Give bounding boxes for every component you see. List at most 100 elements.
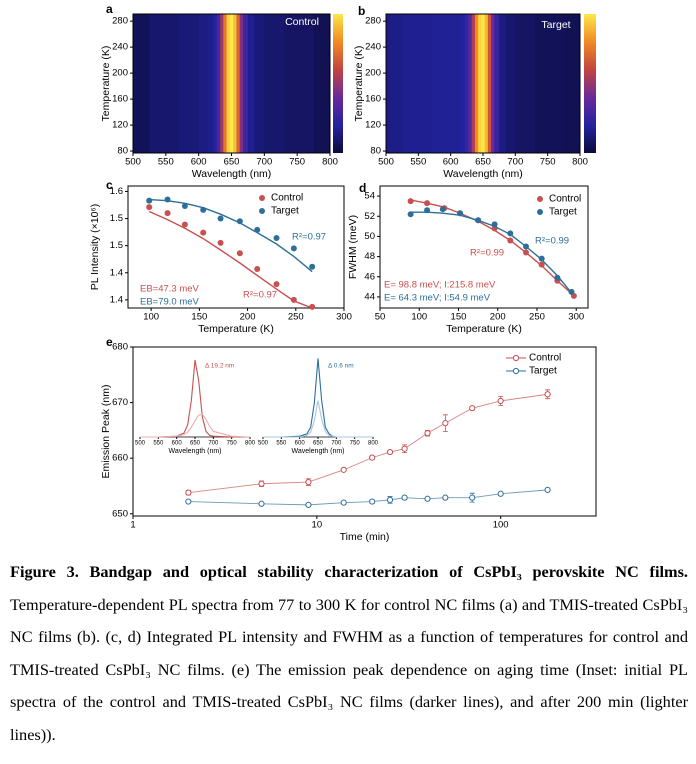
x-tick-label: 600: [172, 441, 183, 447]
data-point: [469, 494, 476, 501]
y-tick-label: 80: [117, 146, 128, 157]
data-point: [386, 448, 394, 456]
spectrum-line: [263, 400, 373, 438]
x-axis-label: Temperature (K): [198, 323, 274, 335]
panel-label: b: [358, 4, 365, 18]
x-tick-label: 650: [313, 441, 324, 447]
y-tick-label: 280: [112, 16, 128, 27]
heatmap-cell: [478, 14, 482, 153]
heatmap-cell: [450, 14, 461, 153]
annotation: EB=47.3 meV: [140, 284, 200, 295]
x-tick-label: 250: [529, 312, 545, 323]
data-point: [538, 261, 545, 268]
heatmap-cell: [515, 14, 536, 153]
x-tick-label: 550: [410, 157, 426, 168]
data-point: [258, 480, 265, 487]
annotation: R²=0.99: [535, 236, 569, 247]
data-point: [475, 217, 482, 224]
x-tick-label: 150: [451, 312, 467, 323]
legend-label: Control: [271, 193, 303, 204]
y-axis-label: Temperature (K): [353, 46, 365, 122]
heatmap-cell: [213, 14, 218, 153]
heatmap-cell: [505, 14, 516, 153]
x-tick-label: 300: [336, 312, 352, 323]
data-point: [424, 430, 431, 437]
data-point: [442, 494, 449, 501]
data-point: [146, 197, 153, 204]
heatmap-cell: [223, 14, 227, 153]
y-axis-label: Emission Peak (nm): [100, 385, 112, 479]
x-tick-label: 700: [208, 441, 219, 447]
fit-line: [148, 210, 313, 309]
data-point: [290, 296, 297, 303]
y-tick-label: 240: [365, 42, 381, 53]
y-axis-label: Temperature (K): [100, 46, 112, 122]
heatmap-cell: [481, 14, 486, 153]
x-tick-label: 150: [191, 312, 207, 323]
spectrum-line: [263, 358, 373, 438]
y-axis-label: FWHM (meV): [347, 215, 359, 279]
data-point: [522, 243, 529, 250]
plot-frame: [132, 346, 597, 517]
data-point: [164, 210, 171, 217]
data-point: [544, 486, 551, 493]
data-point: [544, 391, 551, 398]
x-tick-label: 500: [258, 441, 269, 447]
plot-frame: [127, 185, 345, 309]
caption-text: Temperature-dependent PL spectra from 77…: [10, 594, 688, 744]
data-point: [369, 454, 376, 461]
y-axis-label: PL Intensity (×10⁶): [89, 204, 101, 291]
data-point: [491, 221, 498, 228]
colorbar: [584, 14, 596, 153]
y-tick-label: 1.5: [110, 213, 123, 224]
legend-marker: [259, 195, 265, 201]
annotation: Δ 19.2 nm: [205, 363, 234, 370]
data-point: [386, 496, 394, 503]
heatmap-cell: [499, 14, 507, 153]
legend-marker: [259, 208, 265, 214]
annotation: E= 98.8 meV; I:215.8 meV: [384, 280, 496, 291]
colorbar: [333, 14, 343, 153]
data-point: [305, 501, 312, 508]
data-point: [236, 218, 243, 225]
heatmap-cell: [178, 14, 200, 153]
annotation: R²=0.97: [243, 290, 277, 301]
data-point: [424, 207, 431, 214]
data-point: [424, 495, 431, 502]
x-tick-label: 800: [368, 441, 379, 447]
y-tick-label: 46: [364, 271, 375, 282]
x-tick-label: 100: [493, 520, 509, 531]
heatmap-cell: [468, 14, 473, 153]
heatmap-cell: [133, 14, 150, 153]
x-tick-label: 800: [245, 441, 256, 447]
data-point: [146, 204, 153, 211]
heatmap-cell: [491, 14, 495, 153]
x-axis-label: Wavelength (nm): [192, 168, 272, 180]
x-tick-label: 600: [191, 157, 207, 168]
data-point: [164, 196, 171, 203]
x-tick-label: 700: [256, 157, 272, 168]
data-point: [442, 420, 449, 427]
data-point: [290, 245, 297, 252]
x-tick-label: 100: [411, 312, 427, 323]
heatmap-cell: [247, 14, 255, 153]
panel-label: e: [106, 335, 113, 349]
heatmap-cell: [236, 14, 241, 153]
panel-label: c: [106, 178, 113, 192]
heatmap-cell: [216, 14, 221, 153]
heatmap-cell: [233, 14, 237, 153]
legend-marker: [537, 196, 543, 202]
heatmap-cell: [484, 14, 489, 153]
y-tick-label: 1.4: [110, 294, 123, 305]
data-point: [200, 229, 207, 236]
y-tick-label: 200: [112, 68, 128, 79]
data-point: [522, 249, 529, 256]
data-point: [554, 274, 561, 281]
heatmap-cell: [220, 14, 224, 153]
data-point: [236, 250, 243, 257]
spectrum-line: [140, 359, 250, 438]
figure: Control 500 550 600 650 700 750 800 80 120 160 200 2…: [89, 2, 597, 543]
data-point: [538, 255, 545, 262]
y-tick-label: 50: [364, 231, 375, 242]
